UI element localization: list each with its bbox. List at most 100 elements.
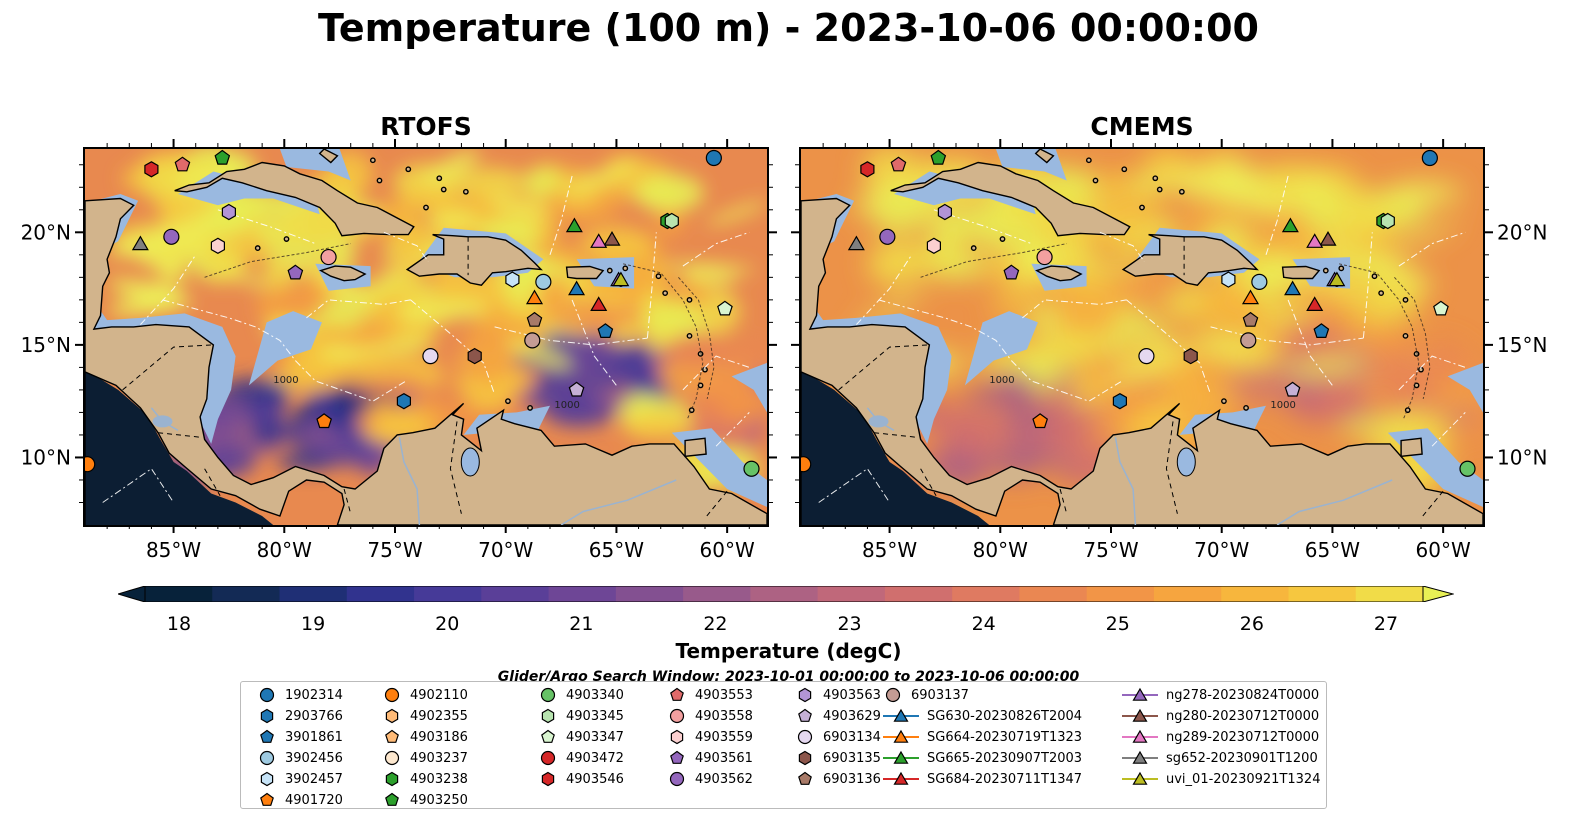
marker-ng289-20230712T0000	[590, 233, 608, 248]
legend-label: uvi_01-20230921T1324	[1166, 771, 1321, 787]
legend-marker-icon	[540, 750, 556, 766]
marker-SG664-20230719T1323	[525, 289, 544, 305]
observation-markers	[85, 149, 760, 477]
marker-sg652-20230901T1200	[131, 235, 149, 251]
legend-marker	[540, 687, 556, 703]
legend-label: 4903562	[695, 771, 753, 787]
legend-marker-icon	[883, 750, 919, 764]
legend-marker	[893, 750, 909, 764]
legend-item: 4903563	[795, 685, 881, 705]
legend-marker-icon	[798, 708, 812, 722]
legend-item: 4903347	[538, 727, 624, 747]
legend-label: 4903561	[695, 750, 753, 766]
legend-marker-icon	[885, 687, 901, 703]
legend-label: 3902457	[285, 771, 343, 787]
legend-item: 3902456	[257, 748, 343, 768]
marker-4903629	[568, 381, 585, 397]
legend-label: 3902456	[285, 750, 343, 766]
legend-marker-icon	[883, 771, 919, 785]
legend-marker	[541, 708, 555, 724]
legend-marker	[384, 687, 400, 703]
marker-3902457	[1221, 271, 1236, 288]
contour-label: 1000	[554, 400, 579, 411]
legend-label: ng280-20230712T0000	[1166, 708, 1320, 724]
marker-6903135	[467, 347, 482, 365]
marker-4903563	[221, 203, 236, 221]
legend-marker-icon	[1122, 729, 1158, 743]
marker-4903340	[1459, 460, 1476, 477]
legend-marker-icon	[798, 771, 812, 785]
legend-label: 4903546	[566, 771, 624, 787]
marker-4902110	[801, 456, 812, 473]
legend-item: 4903472	[538, 748, 624, 768]
legend-marker-icon	[883, 729, 919, 743]
marker-3901861	[1313, 323, 1330, 338]
eez-boundaries	[102, 175, 750, 503]
marker-4903561	[1003, 264, 1020, 280]
marker-SG630-20230826T2004	[1284, 280, 1302, 296]
marker-4902110	[85, 456, 96, 473]
legend-marker-icon	[260, 771, 274, 787]
marker-ng280-20230712T0000	[1319, 231, 1337, 246]
legend-marker	[893, 729, 909, 743]
legend-marker-icon	[260, 792, 274, 806]
marker-6903136	[526, 311, 543, 327]
marker-SG665-20230907T2003	[1281, 217, 1299, 233]
colorbar-segment	[817, 586, 886, 602]
legend-label: ng278-20230824T0000	[1166, 687, 1320, 703]
eez-boundaries	[818, 175, 1466, 503]
legend-marker	[260, 729, 274, 743]
legend-marker-icon	[670, 687, 684, 701]
legend-label: 4903345	[566, 708, 624, 724]
legend-marker	[384, 750, 400, 766]
legend-item: 6903134	[795, 727, 881, 747]
marker-SG630-20230826T2004	[568, 280, 586, 296]
legend-marker	[893, 771, 909, 785]
legend-marker	[385, 771, 399, 787]
legend-marker	[1132, 750, 1148, 764]
legend-marker	[797, 729, 813, 745]
colorbar-segment	[346, 586, 415, 602]
legend-marker-icon	[259, 687, 275, 703]
legend-marker-icon	[670, 729, 684, 745]
legend-item: 4903562	[667, 769, 753, 789]
legend-item: ng280-20230712T0000	[1122, 706, 1319, 726]
colorbar-segment	[414, 586, 482, 602]
legend-marker	[670, 729, 684, 745]
legend-item: 4903340	[538, 685, 624, 705]
legend-label: ng289-20230712T0000	[1166, 729, 1320, 745]
legend-item: 4903250	[382, 790, 468, 810]
colorbar-segment	[1221, 586, 1290, 602]
legend-item: 4903546	[538, 769, 624, 789]
marker-4903559	[926, 237, 941, 254]
legend-marker-icon	[385, 771, 399, 787]
legend-marker-icon	[384, 687, 400, 703]
marker-4903340	[743, 460, 760, 477]
legend-marker-icon	[260, 708, 274, 724]
bathymetry-contours	[920, 243, 1431, 420]
legend-marker-icon	[541, 708, 555, 724]
legend-marker-icon	[1122, 687, 1158, 701]
marker-6903137	[1240, 332, 1257, 349]
lon-tick-label: 65°W	[1305, 538, 1360, 562]
land	[85, 149, 767, 525]
marker-3902457	[505, 271, 520, 288]
panel-title-rtofs: RTOFS	[380, 112, 472, 141]
legend-marker-icon	[670, 750, 684, 764]
colorbar-segment	[1086, 586, 1155, 602]
shelf-area	[731, 362, 767, 413]
legend-item: SG684-20230711T1347	[883, 769, 1082, 789]
map-cmems: 1000 1000	[801, 149, 1483, 525]
marker-4903546	[144, 161, 159, 178]
colorbar-tick-label: 18	[166, 613, 192, 635]
marker-4903250	[930, 149, 947, 165]
legend-label: 4903563	[823, 687, 881, 703]
legend-marker-icon	[669, 708, 685, 724]
country-borders	[122, 236, 728, 519]
legend-label: 4903558	[695, 708, 753, 724]
marker-2903766	[396, 393, 411, 410]
legend: 1902314 2903766 3901861 3902456 3902457 49017…	[240, 681, 1327, 809]
legend-label: sg652-20230901T1200	[1166, 750, 1318, 766]
legend-marker-icon	[1122, 771, 1158, 785]
legend-marker	[885, 687, 901, 703]
